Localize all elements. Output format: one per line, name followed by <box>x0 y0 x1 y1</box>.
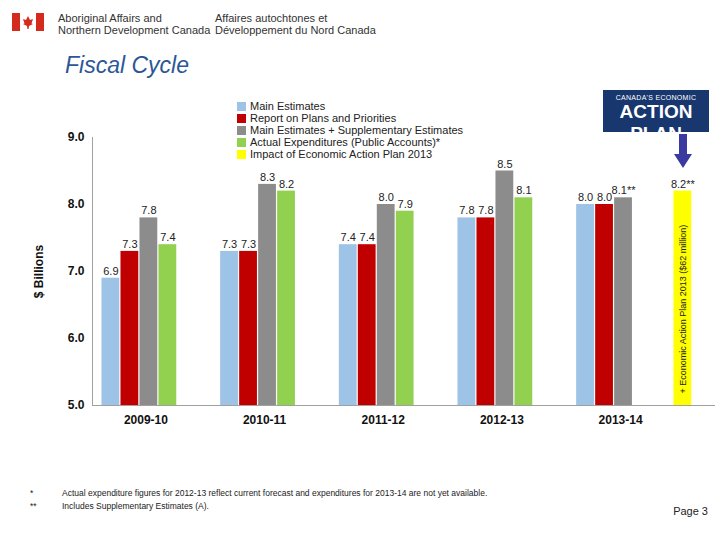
svg-text:8.1**: 8.1** <box>612 184 637 196</box>
svg-text:2009-10: 2009-10 <box>124 413 168 427</box>
svg-text:6.9: 6.9 <box>103 265 118 277</box>
html-text:Actual Expenditures (Public Ac: Actual Expenditures (Public Accounts)* <box>250 136 441 148</box>
svg-text:6.0: 6.0 <box>68 331 85 345</box>
svg-text:8.2**: 8.2** <box>671 178 696 190</box>
svg-text:8.3: 8.3 <box>260 171 275 183</box>
html-text:Affaires autochtones et: Affaires autochtones et <box>215 12 328 24</box>
html-text:Page 3: Page 3 <box>673 505 708 517</box>
svg-text:7.0: 7.0 <box>68 264 85 278</box>
svg-text:2011-12: 2011-12 <box>362 413 406 427</box>
svg-text:7.3: 7.3 <box>222 238 237 250</box>
html-text:Main Estimates + Supplementary: Main Estimates + Supplementary Estimates <box>250 124 464 136</box>
html-text:Main Estimates: Main Estimates <box>250 100 326 112</box>
svg-text:7.4: 7.4 <box>360 231 375 243</box>
svg-text:9.0: 9.0 <box>68 130 85 144</box>
svg-text:$ Billions: $ Billions <box>32 245 46 299</box>
svg-text:7.4: 7.4 <box>341 231 356 243</box>
svg-text:7.4: 7.4 <box>160 231 175 243</box>
svg-text:2010-11: 2010-11 <box>243 413 287 427</box>
svg-text:8.0: 8.0 <box>379 191 394 203</box>
html-text:Report on Plans and Priorities: Report on Plans and Priorities <box>250 112 397 124</box>
svg-text:8.5: 8.5 <box>497 158 512 170</box>
html-text:Aboriginal Affairs and: Aboriginal Affairs and <box>58 12 162 24</box>
html-text:CANADA'S ECONOMIC: CANADA'S ECONOMIC <box>615 94 697 101</box>
svg-text:8.0: 8.0 <box>578 191 593 203</box>
svg-text:7.3: 7.3 <box>122 238 137 250</box>
svg-text:2012-13: 2012-13 <box>480 413 524 427</box>
svg-text:8.0: 8.0 <box>68 197 85 211</box>
html-text:ACTION PLAN: ACTION PLAN <box>619 101 693 144</box>
html-text:Fiscal Cycle: Fiscal Cycle <box>65 52 189 78</box>
svg-text:+ Economic Action Plan 2013 ($: + Economic Action Plan 2013 ($62 million… <box>678 225 688 394</box>
svg-text:2013-14: 2013-14 <box>599 413 643 427</box>
svg-text:8.1: 8.1 <box>516 184 531 196</box>
svg-text:5.0: 5.0 <box>68 398 85 412</box>
svg-text:7.8: 7.8 <box>141 204 156 216</box>
svg-text:7.8: 7.8 <box>478 204 493 216</box>
html-text:Impact of Economic Action Plan: Impact of Economic Action Plan 2013 <box>250 148 433 160</box>
svg-text:8.0: 8.0 <box>597 191 612 203</box>
svg-text:7.9: 7.9 <box>398 198 413 210</box>
html-text:Includes Supplementary Estimat: Includes Supplementary Estimates (A). <box>62 501 209 511</box>
html-text:Northern Development Canada: Northern Development Canada <box>58 24 211 36</box>
html-text:Actual expenditure figures for: Actual expenditure figures for 2012-13 r… <box>62 488 488 498</box>
svg-text:8.2: 8.2 <box>279 178 294 190</box>
html-text:Développement du Nord Canada: Développement du Nord Canada <box>215 24 376 36</box>
svg-text:7.8: 7.8 <box>459 204 474 216</box>
svg-text:7.3: 7.3 <box>241 238 256 250</box>
